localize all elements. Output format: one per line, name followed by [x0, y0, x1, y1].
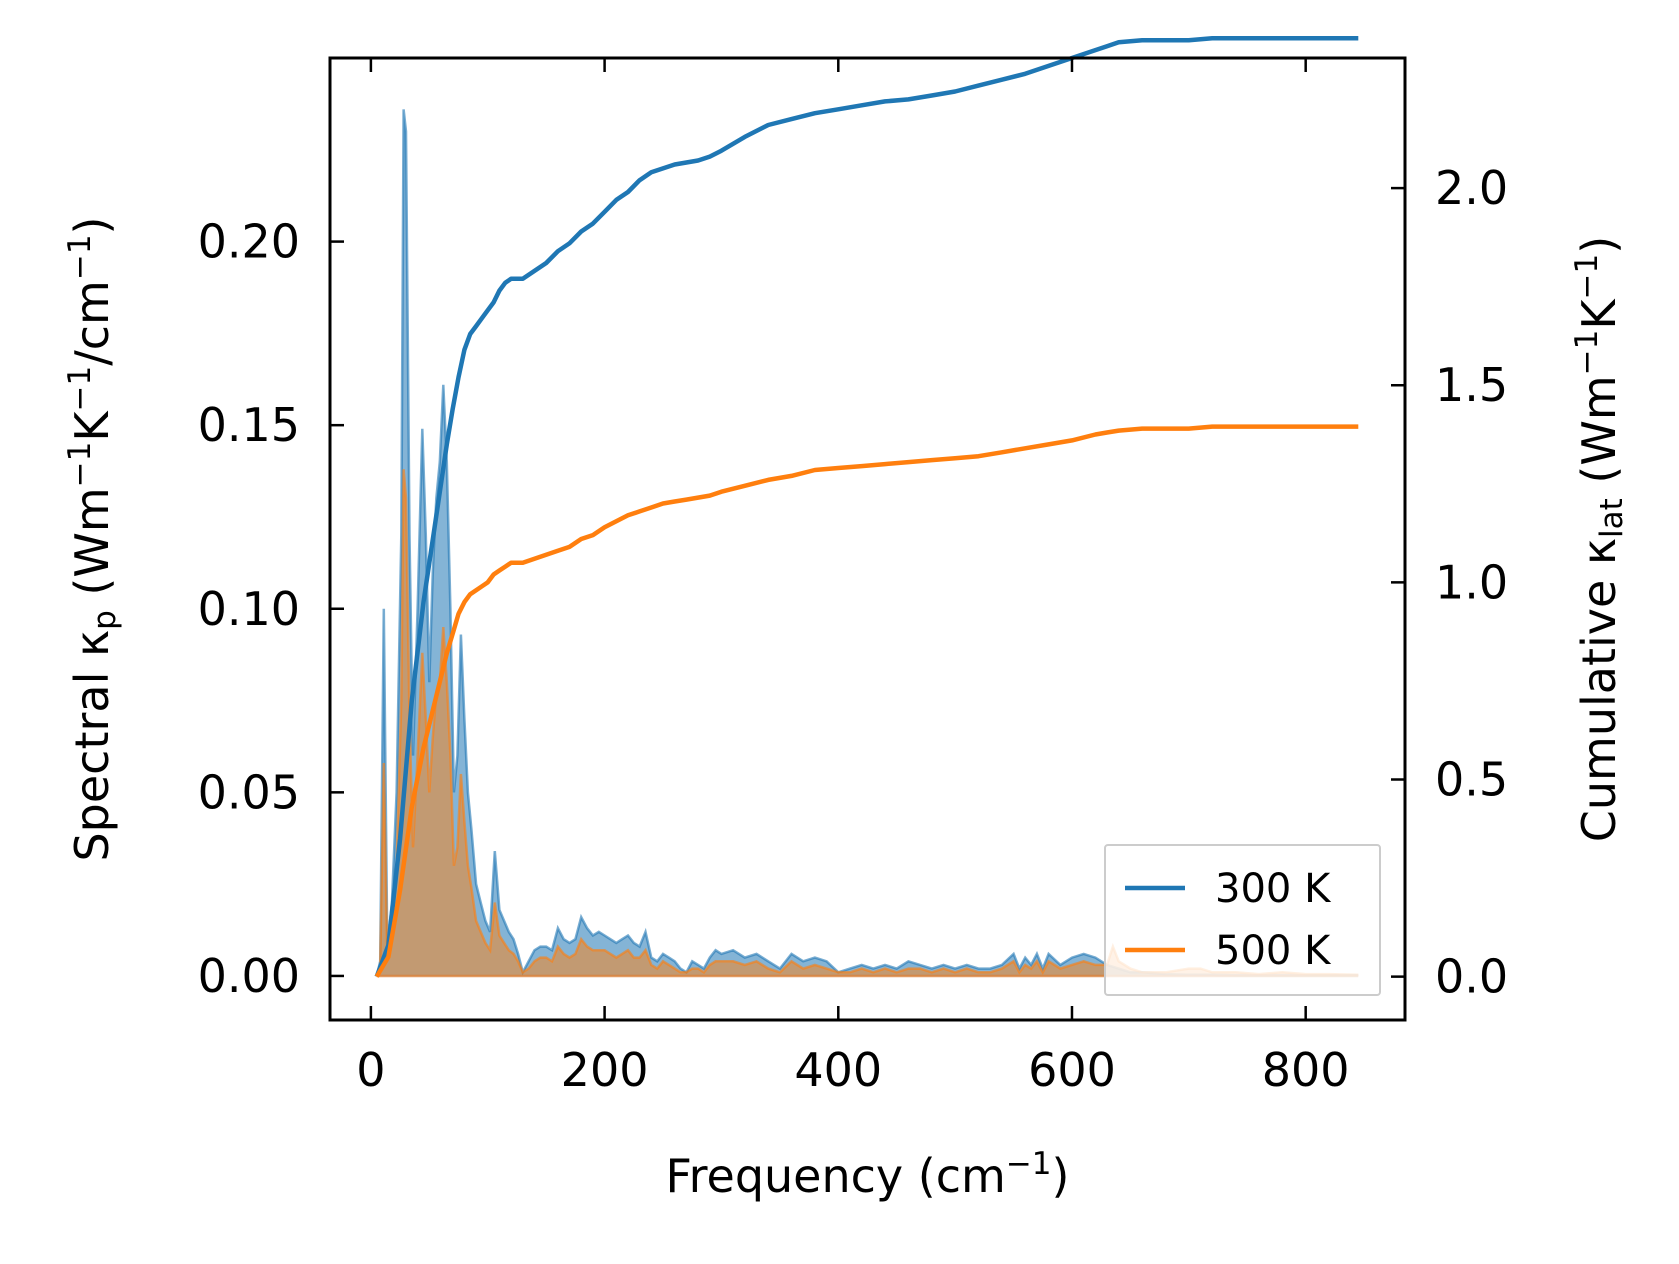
- y-left-tick-label: 0.15: [198, 398, 300, 452]
- y-right-tick-label: 2.0: [1435, 161, 1508, 215]
- y-right-tick-label: 1.0: [1435, 555, 1508, 609]
- x-tick-label: 600: [1028, 1043, 1116, 1097]
- label-superscript: −1: [1006, 1146, 1052, 1182]
- plot-frame: [328, 56, 1407, 1022]
- label-text: ): [1572, 236, 1626, 254]
- label-text: Frequency (cm: [666, 1149, 1006, 1203]
- y-right-tick-label: 0.5: [1435, 753, 1508, 807]
- label-subscript: lat: [1594, 498, 1630, 538]
- legend: 300 K 500 K: [1104, 844, 1381, 996]
- spectral-fills: [375, 109, 1359, 978]
- x-tick-label: 0: [356, 1043, 385, 1097]
- label-text: /cm: [65, 280, 119, 366]
- label-text: K: [1572, 298, 1626, 330]
- y-left-tick-label: 0.10: [198, 582, 300, 636]
- left-y-axis-title: Spectral κp (Wm−1K−1/cm−1): [62, 216, 123, 861]
- label-subscript: p: [87, 610, 123, 630]
- label-text: ): [65, 216, 119, 234]
- label-superscript: −1: [62, 366, 98, 412]
- x-axis-title: Frequency (cm−1): [666, 1146, 1070, 1203]
- spectral-outline-500-k: [375, 469, 1359, 977]
- spectral-area-300-k: [376, 109, 1359, 976]
- x-tick-label: 200: [561, 1043, 649, 1097]
- cumulative-line-300-k: [374, 36, 1359, 978]
- label-superscript: −1: [1569, 254, 1605, 300]
- x-tick-label: 400: [794, 1043, 882, 1097]
- spectral-area-500-k: [376, 469, 1359, 976]
- cumulative-lines: [374, 36, 1359, 978]
- axis-ticks: [330, 58, 1405, 1020]
- legend-box: [1104, 844, 1381, 996]
- label-superscript: −1: [62, 442, 98, 488]
- label-text: (Wm: [65, 487, 119, 610]
- label-text: (Wm: [1572, 375, 1626, 498]
- y-right-tick-label: 1.5: [1435, 358, 1508, 412]
- y-right-tick-label: 0.0: [1435, 950, 1508, 1004]
- y-left-tick-label: 0.00: [198, 949, 300, 1003]
- y-left-tick-label: 0.20: [198, 215, 300, 269]
- label-text: ): [1052, 1149, 1070, 1203]
- right-y-axis-title: Cumulative κlat (Wm−1K−1): [1569, 236, 1630, 842]
- label-text: K: [65, 410, 119, 442]
- label-superscript: −1: [1569, 330, 1605, 376]
- axis-tick-labels: 0 200 400 600 800 0.00 0.05 0.10 0.15 0.20 0.0 0.5 1…: [198, 161, 1509, 1097]
- label-superscript: −1: [62, 234, 98, 280]
- label-text: Cumulative κ: [1572, 538, 1626, 842]
- spectral-outline-300-k: [375, 109, 1359, 977]
- x-tick-label: 800: [1262, 1043, 1350, 1097]
- y-left-tick-label: 0.05: [198, 765, 300, 819]
- cumulative-line-500-k: [374, 424, 1359, 978]
- legend-label: 500 K: [1215, 928, 1332, 974]
- legend-label: 300 K: [1215, 866, 1332, 912]
- label-text: Spectral κ: [65, 630, 119, 862]
